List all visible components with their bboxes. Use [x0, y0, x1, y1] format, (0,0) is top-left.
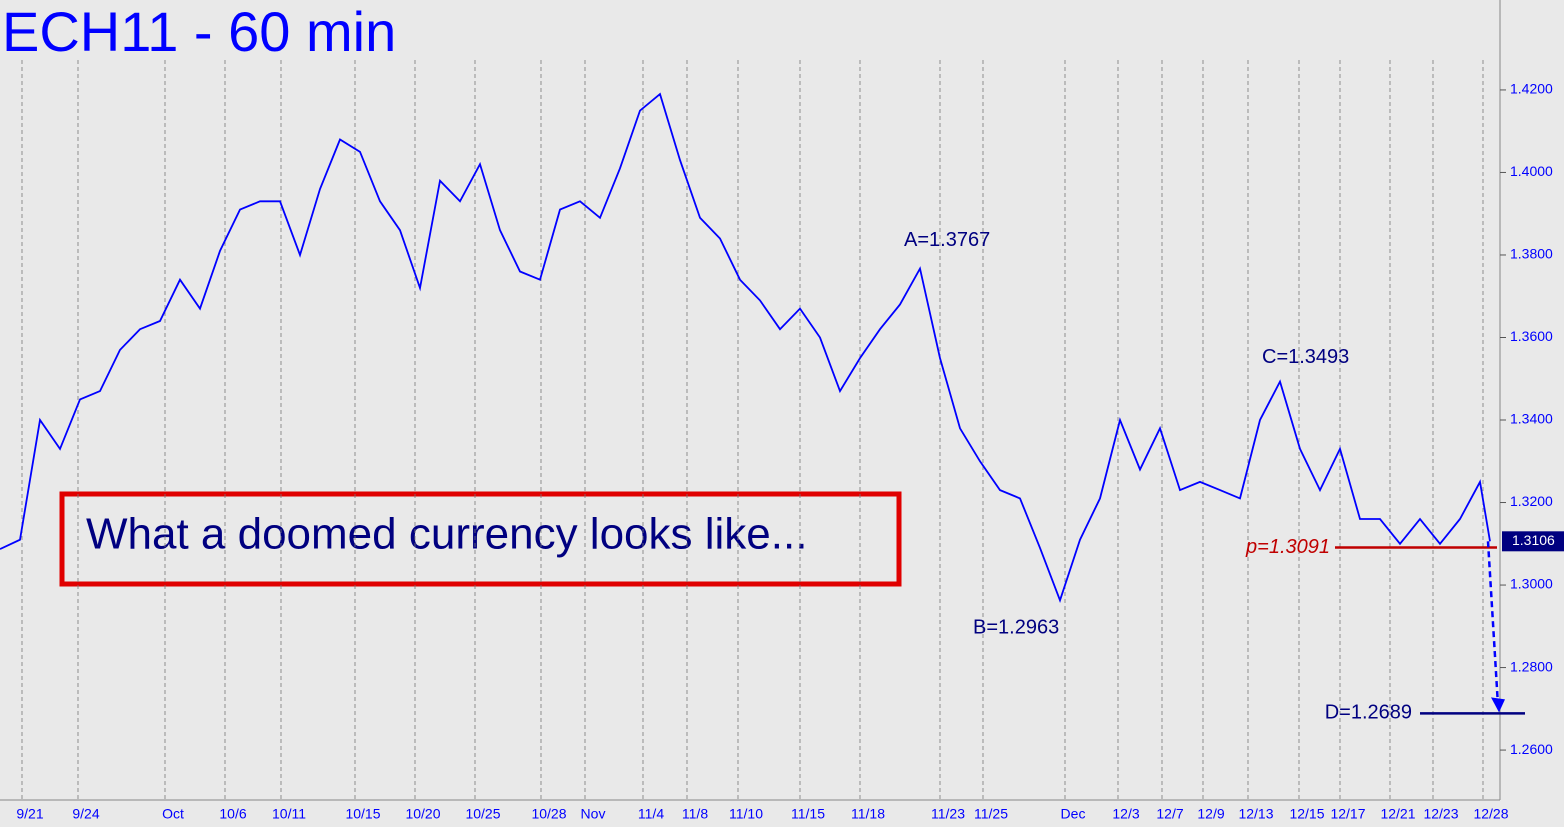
x-tick-label: Dec	[1061, 806, 1086, 822]
x-tick-label: 12/15	[1289, 806, 1324, 822]
x-tick-label: 10/25	[465, 806, 500, 822]
arrow-head	[1491, 697, 1505, 713]
price-line	[0, 92, 1491, 603]
x-tick-label: 10/15	[345, 806, 380, 822]
x-tick-label: 12/7	[1156, 806, 1183, 822]
y-tick-label: 1.3800	[1510, 246, 1553, 262]
y-tick-label: 1.4200	[1510, 81, 1553, 97]
chart-title: ECH11 - 60 min	[2, 0, 396, 63]
x-tick-label: 9/21	[16, 806, 43, 822]
x-tick-label: 11/10	[729, 806, 763, 822]
y-tick-label: 1.3600	[1510, 328, 1553, 344]
level-label: D=1.2689	[1325, 702, 1412, 724]
y-tick-label: 1.3200	[1510, 493, 1553, 509]
x-tick-label: 11/25	[974, 806, 1008, 822]
x-tick-label: 12/21	[1380, 806, 1415, 822]
y-tick-label: 1.4000	[1510, 163, 1553, 179]
x-tick-label: 12/28	[1473, 806, 1508, 822]
point-annotation: C=1.3493	[1262, 346, 1349, 368]
level-label: p=1.3091	[1245, 536, 1330, 558]
x-tick-label: 12/3	[1112, 806, 1139, 822]
x-tick-label: 11/18	[851, 806, 885, 822]
x-tick-label: 12/17	[1330, 806, 1365, 822]
y-tick-label: 1.3000	[1510, 576, 1553, 592]
x-tick-label: 10/28	[531, 806, 566, 822]
y-tick-label: 1.2800	[1510, 658, 1553, 674]
x-tick-label: Nov	[581, 806, 606, 822]
x-tick-label: 12/9	[1197, 806, 1224, 822]
y-tick-label: 1.2600	[1510, 741, 1553, 757]
x-tick-label: 11/8	[682, 806, 708, 822]
last-price-label: 1.3106	[1512, 532, 1555, 548]
caption-box	[59, 491, 902, 587]
x-tick-label: Oct	[162, 806, 184, 822]
x-tick-label: 11/15	[791, 806, 825, 822]
x-tick-label: 9/24	[72, 806, 99, 822]
projection-arrow	[1486, 541, 1500, 706]
point-annotation: B=1.2963	[973, 617, 1059, 639]
x-tick-label: 10/6	[219, 806, 246, 822]
x-tick-label: 12/13	[1238, 806, 1273, 822]
x-tick-label: 10/20	[405, 806, 440, 822]
caption: What a doomed currency looks like...	[86, 510, 807, 559]
x-tick-label: 11/23	[931, 806, 965, 822]
x-tick-label: 11/4	[638, 806, 664, 822]
y-tick-label: 1.3400	[1510, 411, 1553, 427]
point-annotation: A=1.3767	[904, 229, 990, 251]
x-tick-label: 10/11	[272, 806, 306, 822]
x-tick-label: 12/23	[1423, 806, 1458, 822]
last-price-box	[1502, 531, 1564, 552]
